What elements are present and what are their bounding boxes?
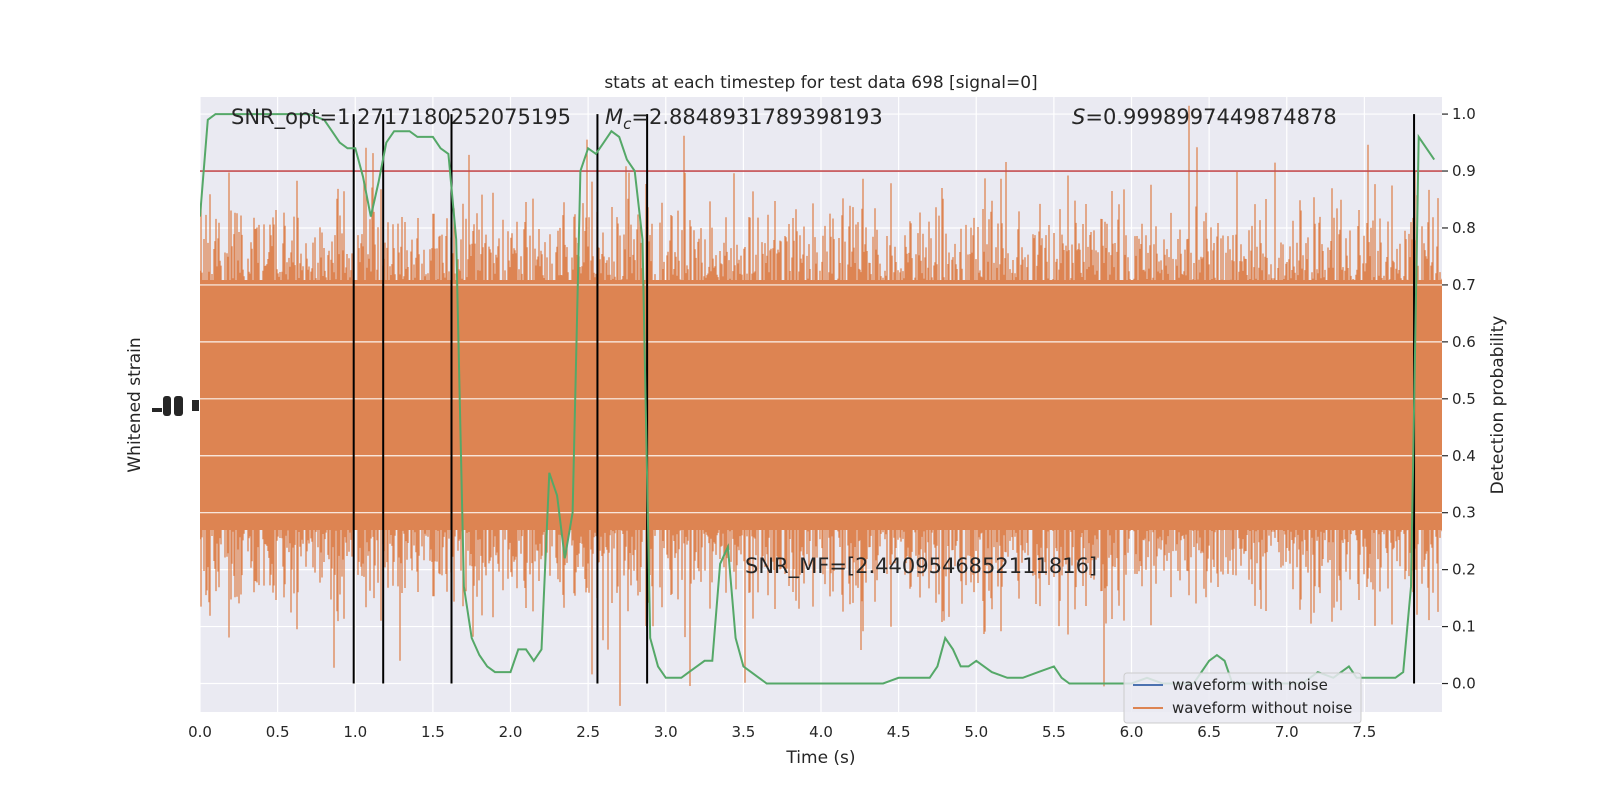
right-tick-label: 0.7 [1452, 276, 1476, 294]
right-tick-label: 0.8 [1452, 219, 1476, 237]
legend-label-without-noise: waveform without noise [1172, 699, 1352, 717]
chirp-mass-subscript: c [623, 115, 632, 133]
legend-box [1123, 672, 1362, 724]
strain-series [200, 105, 1442, 706]
right-tick-label: 1.0 [1452, 105, 1476, 123]
x-tick-label: 2.5 [576, 723, 600, 741]
right-tick-label: 0.2 [1452, 561, 1476, 579]
x-tick-label: 3.5 [731, 723, 755, 741]
left-tick-glyph [192, 400, 199, 411]
legend: waveform with noise waveform without noi… [1123, 672, 1362, 724]
snr-opt-annotation: SNR_opt=1.2717180252075195 [231, 105, 571, 130]
left-axis-label: Whitened strain [125, 337, 145, 472]
chirp-mass-symbol: M [605, 105, 623, 129]
x-axis-label: Time (s) [785, 748, 855, 768]
strain-core-band [200, 280, 1442, 530]
right-tick-label: 0.0 [1452, 675, 1476, 693]
chirp-mass-value: =2.8848931789398193 [631, 105, 882, 129]
detection-probability-line [200, 113, 1436, 685]
x-tick-label: 0.0 [188, 723, 212, 741]
x-tick-label: 4.5 [887, 723, 911, 741]
x-tick-label: 2.0 [499, 723, 523, 741]
right-axis-label: Detection probability [1488, 316, 1508, 495]
chart-title: stats at each timestep for test data 698… [604, 73, 1037, 93]
chirp-mass-annotation: Mc=2.8848931789398193 [605, 105, 883, 133]
x-tick-label: 7.5 [1352, 723, 1376, 741]
left-tick-glyph [152, 408, 162, 412]
x-tick-label: 1.0 [343, 723, 367, 741]
legend-label-with-noise: waveform with noise [1172, 676, 1328, 694]
x-tick-label: 6.0 [1120, 723, 1144, 741]
axes: 0.0 0.5 1.0 1.5 2.0 2.5 3.0 3.5 4.0 4.5 5.0 5.5 6.0 6… [152, 105, 1476, 741]
x-tick-label: 6.5 [1197, 723, 1221, 741]
s-value: =0.9998997449874878 [1085, 105, 1336, 129]
x-tick-label: 1.5 [421, 723, 445, 741]
left-tick-glyph [163, 396, 171, 416]
snr-mf-annotation: SNR_MF=[2.4409546852111816] [745, 554, 1097, 579]
right-tick-label: 0.4 [1452, 447, 1476, 465]
x-tick-label: 0.5 [266, 723, 290, 741]
s-annotation: S=0.9998997449874878 [1072, 105, 1337, 129]
right-tick-label: 0.1 [1452, 618, 1476, 636]
x-tick-label: 5.5 [1042, 723, 1066, 741]
x-tick-label: 4.0 [809, 723, 833, 741]
left-tick-glyph [174, 396, 183, 416]
plot-overlay [200, 113, 1442, 685]
right-tick-label: 0.6 [1452, 333, 1476, 351]
s-symbol: S [1072, 105, 1085, 129]
x-tick-label: 7.0 [1275, 723, 1299, 741]
x-tick-label: 5.0 [964, 723, 988, 741]
right-tick-label: 0.9 [1452, 162, 1476, 180]
right-tick-label: 0.3 [1452, 504, 1476, 522]
right-tick-label: 0.5 [1452, 390, 1476, 408]
x-tick-label: 3.0 [654, 723, 678, 741]
